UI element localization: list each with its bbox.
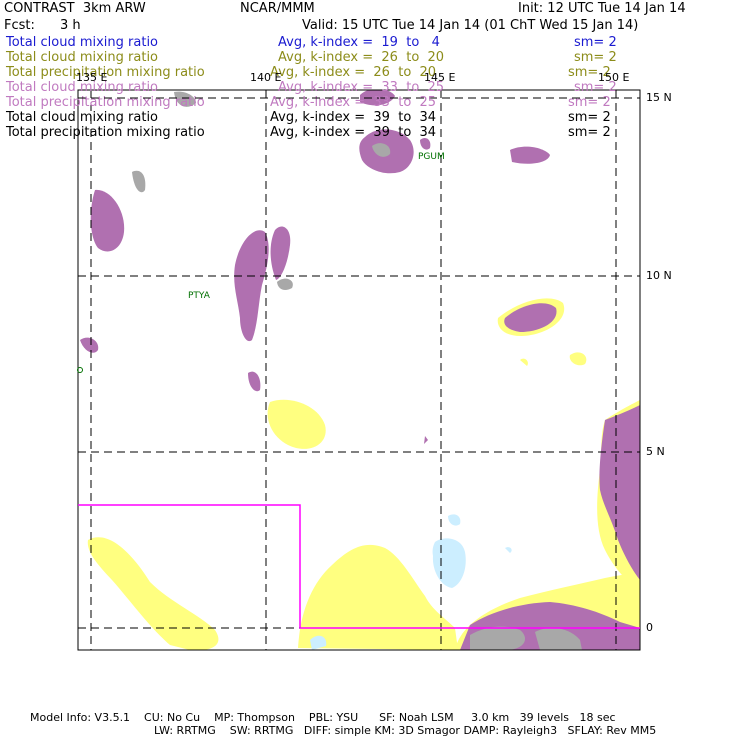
legend-field-5-stat: Avg, k-index = 33 to 25 bbox=[270, 95, 437, 110]
station-label-pgum: PGUM bbox=[418, 152, 445, 162]
model-title: CONTRAST 3km ARW bbox=[4, 1, 146, 16]
cloud-area-purple bbox=[80, 90, 640, 650]
lat-label-15n: 15 N bbox=[646, 91, 672, 104]
legend-field-7-stat: Avg, k-index = 39 to 34 bbox=[270, 125, 437, 140]
lat-label-equator: 0 bbox=[646, 621, 653, 634]
model-info-line-2: LW: RRTMG SW: RRTMG DIFF: simple KM: 3D … bbox=[154, 724, 657, 737]
valid-time: Valid: 15 UTC Tue 14 Jan 14 (01 ChT Wed … bbox=[302, 18, 639, 33]
legend-field-2-sm: sm= 2 bbox=[574, 50, 617, 65]
station-marker bbox=[77, 367, 83, 373]
lat-lon-grid bbox=[78, 90, 640, 650]
lat-label-5n: 5 N bbox=[646, 445, 665, 458]
legend-field-3-sm: sm= 2 bbox=[568, 65, 611, 80]
legend-field-4-stat: Avg, k-index = 33 to 25 bbox=[278, 80, 445, 95]
legend-field-4-sm: sm= 2 bbox=[574, 80, 617, 95]
legend-field-6-sm: sm= 2 bbox=[568, 110, 611, 125]
legend-field-1-stat: Avg, k-index = 19 to 4 bbox=[278, 35, 440, 50]
cloud-area-gray bbox=[132, 91, 582, 650]
lon-label-150e: 150 E bbox=[598, 71, 630, 84]
legend-field-7-sm: sm= 2 bbox=[568, 125, 611, 140]
lat-label-10n: 10 N bbox=[646, 269, 672, 282]
lon-label-140e: 140 E bbox=[250, 71, 282, 84]
station-label-ptya: PTYA bbox=[188, 291, 210, 301]
precip-area-yellow bbox=[87, 298, 640, 650]
legend-field-6-stat: Avg, k-index = 39 to 34 bbox=[270, 110, 437, 125]
org-label: NCAR/MMM bbox=[240, 1, 315, 16]
init-time: Init: 12 UTC Tue 14 Jan 14 bbox=[518, 1, 686, 16]
legend-field-3-stat: Avg, k-index = 26 to 20 bbox=[270, 65, 437, 80]
inner-domain-outline bbox=[78, 504, 640, 629]
legend-field-1-sm: sm= 2 bbox=[574, 35, 617, 50]
legend-field-3-name: Total precipitation mixing ratio bbox=[6, 65, 205, 80]
fcst-value: 3 h bbox=[60, 18, 81, 33]
legend-field-6-name: Total cloud mixing ratio bbox=[6, 110, 159, 125]
fcst-label: Fcst: bbox=[4, 18, 35, 33]
legend-field-5-sm: sm= 2 bbox=[568, 95, 611, 110]
lon-label-145e: 145 E bbox=[424, 71, 456, 84]
legend-field-7-name: Total precipitation mixing ratio bbox=[6, 125, 205, 140]
model-info-line-1: Model Info: V3.5.1 CU: No Cu MP: Thompso… bbox=[30, 711, 616, 724]
legend-field-2-name: Total cloud mixing ratio bbox=[6, 50, 159, 65]
legend-field-4-name: Total cloud mixing ratio bbox=[6, 80, 159, 95]
legend-field-2-stat: Avg, k-index = 26 to 20 bbox=[278, 50, 445, 65]
legend-field-1-name: Total cloud mixing ratio bbox=[6, 35, 159, 50]
legend-field-5-name: Total precipitation mixing ratio bbox=[6, 95, 205, 110]
lon-label-135e: 135 E bbox=[76, 71, 108, 84]
